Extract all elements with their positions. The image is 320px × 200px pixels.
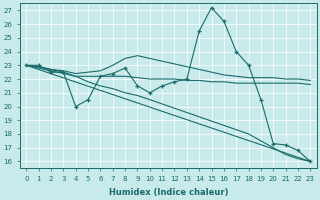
X-axis label: Humidex (Indice chaleur): Humidex (Indice chaleur) (108, 188, 228, 197)
